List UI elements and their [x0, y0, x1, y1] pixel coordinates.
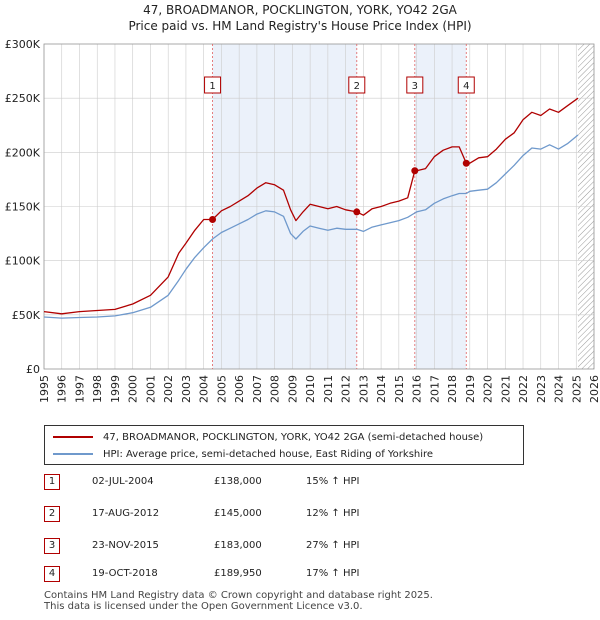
sale-date: 19-OCT-2018 — [92, 568, 158, 579]
x-tick-label: 2017 — [428, 375, 441, 403]
y-tick-label: £300K — [5, 38, 41, 51]
sale-marker-number: 3 — [412, 81, 418, 92]
x-tick-label: 2025 — [570, 375, 583, 403]
x-tick-label: 2024 — [553, 375, 566, 403]
sale-price: £145,000 — [214, 508, 262, 519]
x-tick-label: 1996 — [56, 375, 69, 403]
sale-price: £189,950 — [214, 568, 262, 579]
x-tick-label: 2005 — [215, 375, 228, 403]
footer-attribution: Contains HM Land Registry data © Crown c… — [44, 590, 433, 612]
sale-price: £138,000 — [214, 476, 262, 487]
sale-point — [411, 167, 419, 175]
x-tick-label: 2015 — [393, 375, 406, 403]
sale-hpi-change: 27% ↑ HPI — [306, 540, 360, 551]
sale-row: 4 19-OCT-2018 £189,950 17% ↑ HPI — [44, 566, 504, 586]
plot-frame — [43, 43, 595, 370]
legend-label-property: 47, BROADMANOR, POCKLINGTON, YORK, YO42 … — [103, 431, 484, 443]
x-tick-label: 2023 — [535, 375, 548, 403]
x-tick-label: 2022 — [517, 375, 530, 403]
sale-marker-number: 4 — [463, 81, 469, 92]
sale-number-badge: 4 — [44, 566, 60, 582]
sale-date: 02-JUL-2004 — [92, 476, 154, 487]
legend-label-hpi: HPI: Average price, semi-detached house,… — [103, 448, 434, 460]
sale-date: 17-AUG-2012 — [92, 508, 160, 519]
price-chart: 47, BROADMANOR, POCKLINGTON, YORK, YO42 … — [5, 3, 600, 403]
x-tick-label: 1997 — [73, 375, 86, 403]
y-tick-label: £200K — [5, 146, 41, 159]
x-tick-label: 2009 — [286, 375, 299, 403]
x-tick-label: 2012 — [340, 375, 353, 403]
sale-marker-box — [406, 76, 424, 94]
x-tick-label: 2004 — [198, 375, 211, 403]
x-tick-label: 2007 — [251, 375, 264, 403]
sale-row: 1 02-JUL-2004 £138,000 15% ↑ HPI — [44, 474, 504, 494]
hpi-line — [43, 134, 579, 319]
x-tick-label: 2014 — [375, 375, 388, 403]
x-tick-label: 2019 — [464, 375, 477, 403]
x-tick-label: 2000 — [127, 375, 140, 403]
sale-hpi-change: 15% ↑ HPI — [306, 476, 360, 487]
x-tick-label: 2011 — [322, 375, 335, 403]
x-tick-label: 1998 — [91, 375, 104, 403]
y-tick-label: £50K — [12, 309, 41, 322]
legend-line-property — [53, 436, 93, 438]
sale-row: 3 23-NOV-2015 £183,000 27% ↑ HPI — [44, 538, 504, 558]
sale-marker-number: 2 — [354, 81, 360, 92]
x-tick-label: 2013 — [357, 375, 370, 403]
x-tick-label: 2021 — [499, 375, 512, 403]
chart-subtitle: Price paid vs. HM Land Registry's House … — [128, 19, 471, 33]
sale-marker-box — [457, 76, 475, 94]
sale-row: 2 17-AUG-2012 £145,000 12% ↑ HPI — [44, 506, 504, 526]
x-tick-label: 2003 — [180, 375, 193, 403]
sale-marker-box — [348, 76, 366, 94]
y-tick-label: £250K — [5, 92, 41, 105]
legend-item-hpi: HPI: Average price, semi-detached house,… — [53, 446, 433, 462]
chart-legend: 47, BROADMANOR, POCKLINGTON, YORK, YO42 … — [44, 425, 524, 465]
x-tick-label: 1995 — [38, 375, 51, 403]
legend-item-property: 47, BROADMANOR, POCKLINGTON, YORK, YO42 … — [53, 429, 483, 445]
sale-hpi-change: 12% ↑ HPI — [306, 508, 360, 519]
sale-number-badge: 1 — [44, 474, 60, 490]
y-tick-label: £100K — [5, 255, 41, 268]
sale-number-badge: 3 — [44, 538, 60, 554]
x-tick-label: 2001 — [144, 375, 157, 403]
legend-line-hpi — [53, 453, 93, 455]
chart-title: 47, BROADMANOR, POCKLINGTON, YORK, YO42 … — [143, 3, 458, 17]
sale-price: £183,000 — [214, 540, 262, 551]
sale-point — [462, 159, 470, 167]
footer-copyright: Contains HM Land Registry data © Crown c… — [44, 590, 433, 601]
sale-hpi-change: 17% ↑ HPI — [306, 568, 360, 579]
sale-number-badge: 2 — [44, 506, 60, 522]
footer-licence: This data is licensed under the Open Gov… — [44, 601, 363, 612]
x-tick-label: 2020 — [482, 375, 495, 403]
sale-marker-number: 1 — [209, 81, 215, 92]
x-tick-label: 2006 — [233, 375, 246, 403]
x-tick-label: 2016 — [411, 375, 424, 403]
sale-point — [209, 216, 217, 223]
sale-date: 23-NOV-2015 — [92, 540, 159, 551]
x-tick-label: 2008 — [269, 375, 282, 403]
x-tick-label: 2010 — [304, 375, 317, 403]
sale-marker-box — [204, 76, 222, 94]
x-tick-label: 2002 — [162, 375, 175, 403]
x-tick-label: 2026 — [588, 375, 600, 403]
y-tick-label: £150K — [5, 201, 41, 214]
property-price-line — [43, 97, 579, 315]
y-tick-label: £0 — [26, 363, 40, 376]
x-tick-label: 1999 — [109, 375, 122, 403]
sale-point — [353, 208, 361, 216]
x-tick-label: 2018 — [446, 375, 459, 403]
